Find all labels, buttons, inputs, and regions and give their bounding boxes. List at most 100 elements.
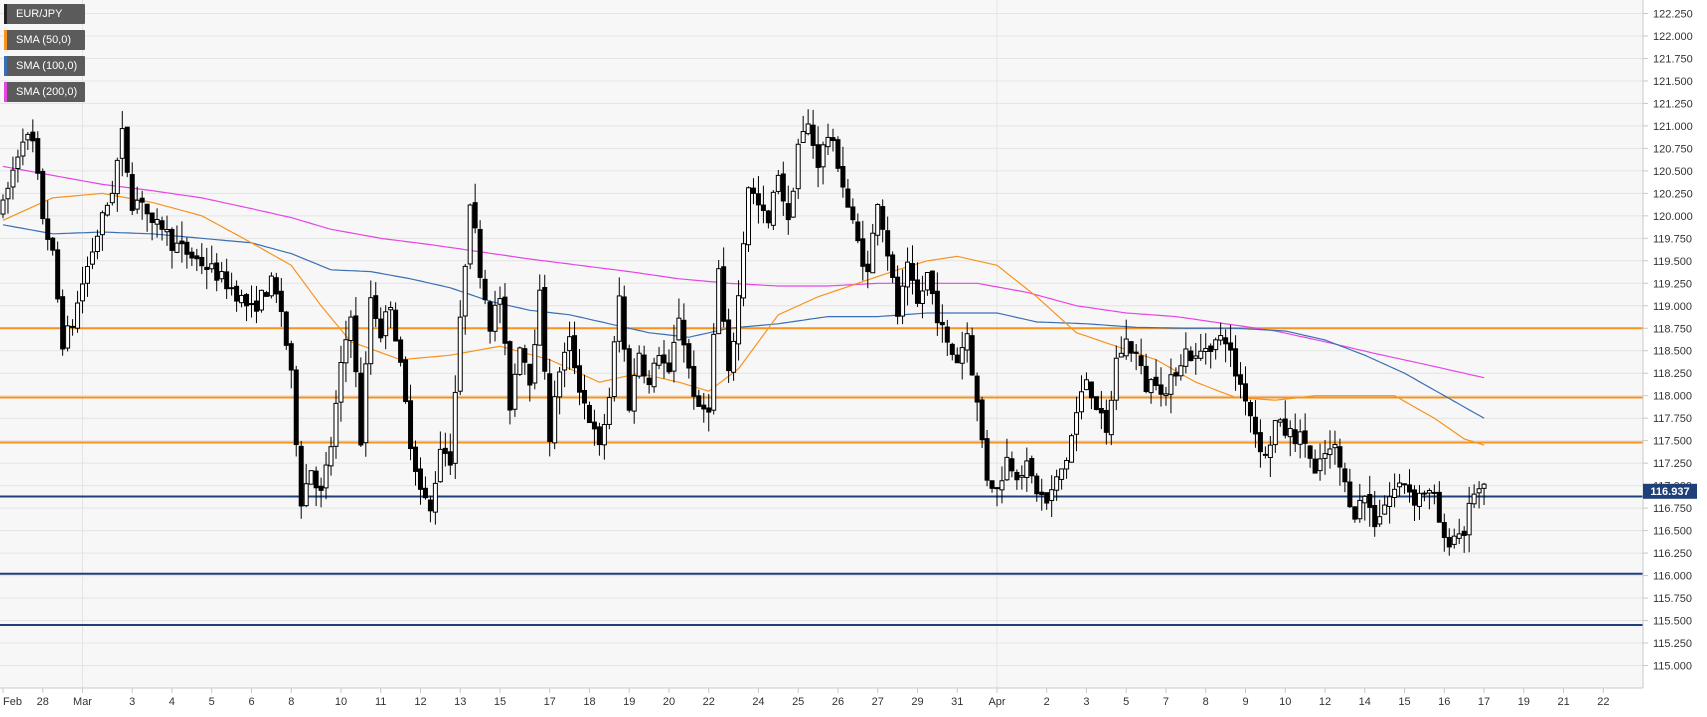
candle-up [1108, 399, 1114, 436]
candle-down [1228, 342, 1234, 351]
candle-down [696, 395, 702, 407]
candle-up [964, 333, 970, 351]
candle-down [1347, 481, 1353, 508]
x-tick-label: 24 [752, 696, 764, 708]
candle-up [870, 232, 876, 274]
candle-down [1088, 381, 1094, 399]
candle-up [492, 304, 498, 332]
candle-up [800, 131, 806, 143]
candle-up [1476, 488, 1482, 494]
x-tick-label: 5 [209, 696, 215, 708]
candle-up [1118, 352, 1124, 358]
legend-item-sma100[interactable]: SMA (100,0) [4, 56, 86, 76]
candle-up [5, 187, 11, 200]
x-tick-label: 16 [1438, 696, 1450, 708]
candle-down [60, 296, 66, 350]
candle-down [1103, 409, 1109, 433]
candle-down [1441, 522, 1447, 538]
sma-50-line [2, 192, 1485, 446]
candle-down [855, 221, 861, 242]
candle-down [989, 480, 995, 489]
candle-down [666, 362, 672, 373]
legend-swatch [4, 30, 7, 50]
candle-up [80, 283, 86, 302]
candle-up [89, 251, 95, 265]
candle-down [577, 365, 583, 393]
candle-up [1317, 458, 1323, 472]
x-tick-label: 8 [1203, 696, 1209, 708]
candle-down [45, 218, 51, 240]
candle-up [775, 174, 781, 192]
candle-up [1377, 516, 1383, 525]
x-tick-label: 15 [1398, 696, 1410, 708]
candle-down [1337, 446, 1343, 468]
y-tick-label: 116.500 [1653, 526, 1692, 538]
legend-item-sma50[interactable]: SMA (50,0) [4, 30, 86, 50]
candle-down [427, 499, 433, 512]
candle-down [596, 426, 602, 446]
candle-up [1481, 483, 1487, 489]
x-tick-label: 15 [494, 696, 506, 708]
y-axis: 115.000 115.250 115.500 115.750 116.000 116.2… [1643, 8, 1693, 673]
candle-down [969, 335, 975, 376]
x-tick-label: 10 [1279, 696, 1291, 708]
x-tick-label: 29 [911, 696, 923, 708]
candle-down [184, 241, 190, 255]
candle-up [1387, 496, 1393, 508]
legend-item-sma200[interactable]: SMA (200,0) [4, 82, 86, 102]
y-tick-label: 117.250 [1653, 458, 1692, 470]
candle-down [621, 296, 627, 350]
candle-down [442, 447, 448, 454]
candle-down [1173, 372, 1179, 377]
candle-up [676, 317, 682, 341]
candle-up [924, 271, 930, 291]
candle-down [949, 343, 955, 355]
candle-down [1461, 530, 1467, 536]
candle-down [224, 271, 230, 290]
candle-up [1426, 490, 1432, 494]
legend-item-eurjpy[interactable]: EUR/JPY [4, 4, 86, 24]
candle-down [189, 251, 195, 259]
candle-up [174, 242, 180, 253]
candle-up [467, 204, 473, 265]
candle-down [1257, 432, 1263, 453]
candle-down [194, 255, 200, 260]
candle-up [746, 187, 751, 246]
candle-down [939, 321, 945, 326]
candle-down [850, 206, 856, 221]
candle-down [1407, 484, 1413, 493]
candle-down [929, 270, 935, 295]
candle-down [979, 399, 985, 441]
candle-up [606, 397, 612, 425]
candle-up [99, 212, 105, 236]
legend-swatch [4, 82, 7, 102]
candle-up [1004, 456, 1010, 481]
candle-down [1009, 458, 1015, 472]
candle-up [731, 340, 737, 373]
candle-down [1342, 468, 1348, 483]
y-tick-label: 117.750 [1653, 413, 1692, 425]
candle-down [1238, 374, 1244, 385]
y-tick-label: 116.750 [1653, 503, 1692, 515]
candle-down [815, 144, 821, 168]
candle-up [716, 268, 722, 335]
candle-down [1153, 376, 1159, 386]
candle-down [50, 237, 56, 251]
y-tick-label: 116.250 [1653, 548, 1692, 560]
candle-down [1411, 489, 1417, 506]
x-tick-label: 19 [623, 696, 635, 708]
candle-up [552, 396, 558, 444]
candle-up [567, 336, 573, 352]
candle-down [780, 173, 786, 202]
candle-up [537, 289, 543, 346]
candle-up [1178, 365, 1184, 377]
candle-up [1213, 339, 1219, 351]
candle-down [591, 421, 597, 430]
candle-down [984, 438, 990, 481]
x-tick-label: 26 [832, 696, 844, 708]
candle-down [149, 212, 155, 224]
candle-down [179, 240, 185, 245]
candle-up [1083, 379, 1089, 391]
candle-down [1307, 445, 1313, 459]
